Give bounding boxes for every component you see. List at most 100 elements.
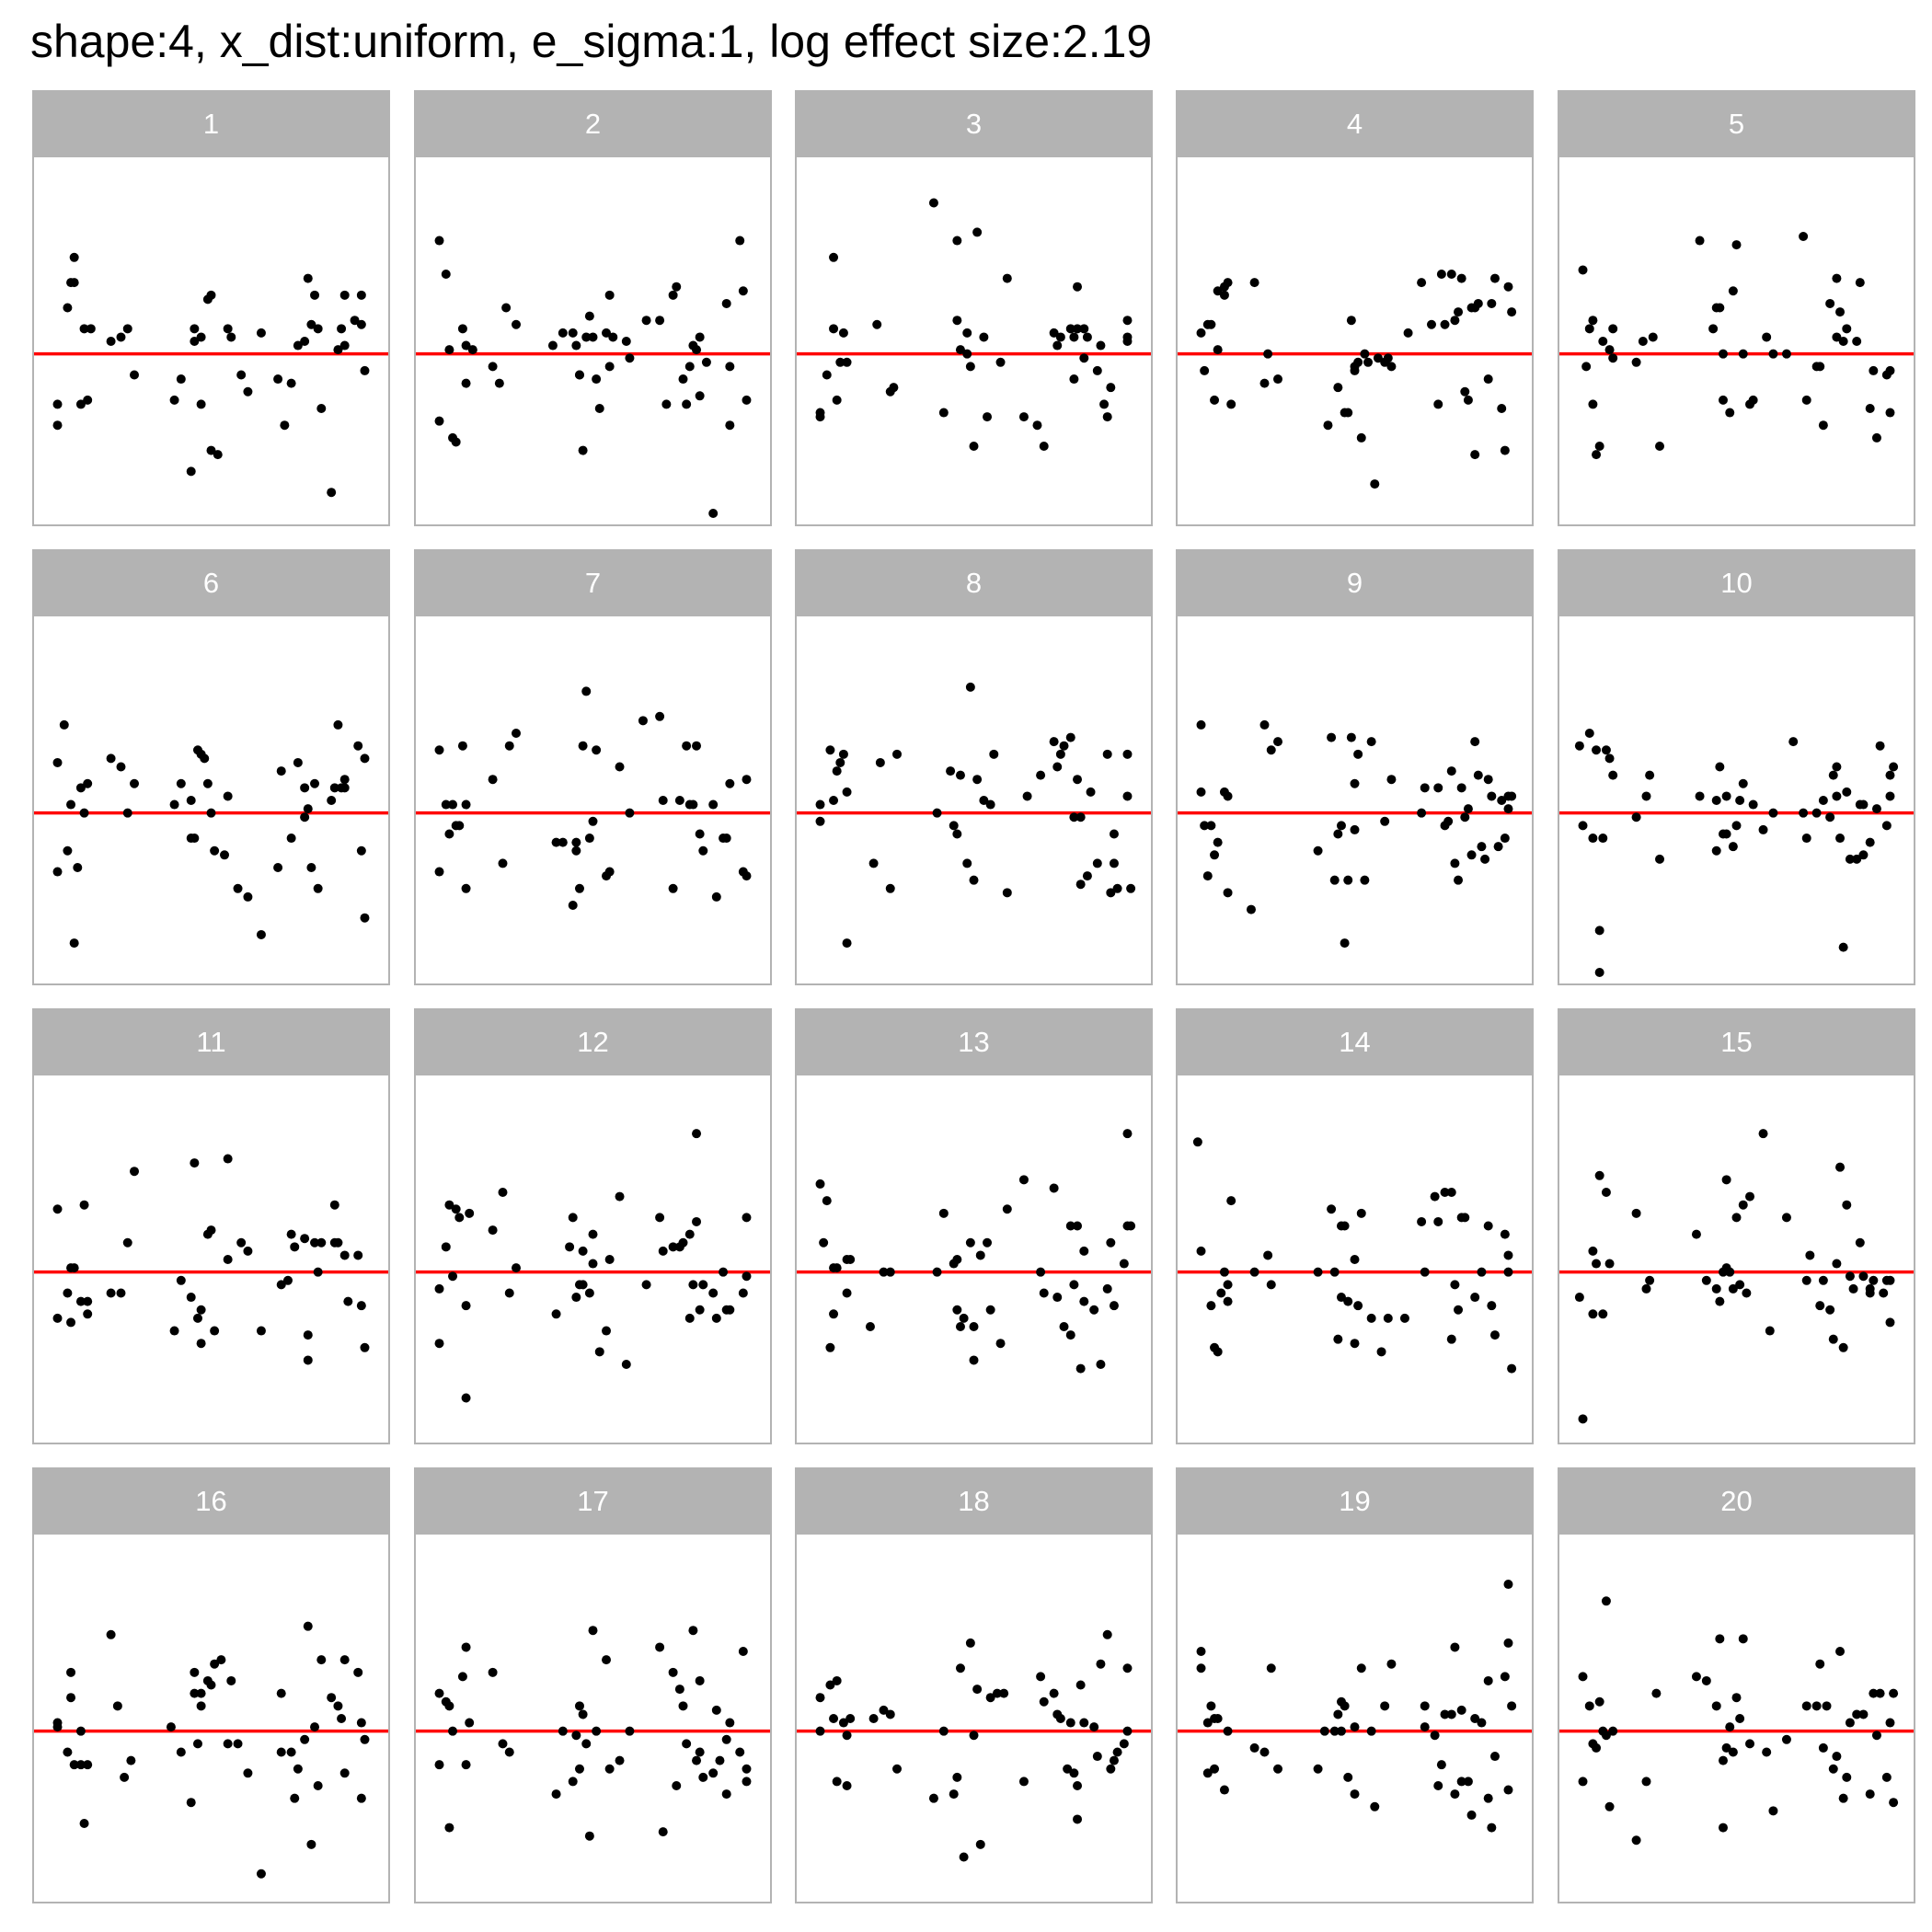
data-point	[1456, 783, 1466, 793]
data-point	[688, 1280, 698, 1290]
data-point	[1487, 1823, 1497, 1833]
data-point	[742, 1777, 752, 1787]
data-point	[1223, 1726, 1233, 1736]
data-point	[822, 1196, 832, 1206]
data-point	[333, 345, 343, 355]
data-point	[1356, 1208, 1366, 1218]
data-point	[658, 1246, 668, 1256]
data-point	[832, 1263, 842, 1273]
data-point	[835, 357, 845, 367]
data-point	[1507, 307, 1517, 317]
facet-panel: 8	[795, 549, 1153, 985]
data-point	[52, 1722, 63, 1732]
facet-strip	[795, 1008, 1153, 1075]
data-point	[1246, 904, 1256, 914]
data-point	[1196, 1246, 1206, 1256]
data-point	[300, 337, 310, 346]
data-point	[1106, 1764, 1116, 1774]
data-point	[1608, 324, 1618, 334]
data-point	[1758, 1129, 1768, 1139]
data-point	[333, 719, 343, 730]
data-point	[972, 227, 983, 237]
data-point	[1249, 1267, 1259, 1277]
data-point	[1651, 1688, 1662, 1698]
data-point	[551, 837, 561, 847]
data-point	[962, 349, 972, 359]
data-point	[280, 420, 290, 431]
data-point	[1366, 1726, 1376, 1736]
data-point	[1493, 842, 1503, 852]
data-point	[467, 345, 477, 355]
data-point	[106, 337, 116, 346]
data-point	[256, 328, 266, 338]
data-point	[1213, 1347, 1223, 1357]
data-point	[1350, 778, 1360, 788]
data-point	[1745, 1739, 1755, 1749]
data-point	[1655, 854, 1665, 864]
data-point	[303, 1330, 313, 1340]
data-point	[300, 812, 310, 822]
data-point	[604, 1255, 615, 1264]
data-point	[223, 791, 233, 801]
data-point	[1507, 791, 1517, 801]
panel-border	[414, 615, 772, 985]
data-point	[1718, 1755, 1728, 1765]
data-point	[1765, 1326, 1775, 1336]
data-point	[1608, 353, 1618, 363]
data-point	[592, 374, 602, 385]
data-point	[1336, 821, 1346, 831]
data-point	[1715, 1296, 1725, 1306]
data-point	[1210, 850, 1220, 860]
data-point	[206, 1225, 216, 1236]
data-point	[1440, 1709, 1450, 1719]
data-point	[1350, 1722, 1360, 1732]
data-point	[1885, 770, 1895, 780]
data-point	[286, 834, 296, 844]
data-point	[1503, 1267, 1513, 1277]
data-point	[1079, 1246, 1089, 1256]
facet-strip	[1176, 1008, 1534, 1075]
data-point	[842, 1731, 852, 1741]
data-point	[303, 273, 313, 283]
data-point	[223, 324, 233, 334]
facet-label: 15	[1720, 1026, 1752, 1058]
data-point	[655, 1213, 665, 1223]
data-point	[1460, 1213, 1470, 1223]
data-point	[588, 332, 598, 342]
data-point	[461, 1301, 471, 1311]
data-point	[1073, 282, 1083, 292]
data-point	[327, 796, 337, 805]
data-point	[353, 1667, 363, 1677]
data-point	[594, 403, 604, 413]
data-point	[1715, 762, 1725, 772]
data-point	[695, 829, 705, 839]
data-point	[454, 1213, 465, 1223]
data-point	[1762, 1747, 1772, 1757]
data-point	[1102, 749, 1112, 759]
data-point	[1079, 1296, 1089, 1306]
data-point	[668, 290, 678, 300]
data-point	[1049, 737, 1059, 747]
facet-label: 4	[1347, 108, 1363, 140]
data-point	[972, 775, 983, 785]
data-point	[186, 1798, 196, 1808]
data-point	[1333, 1709, 1343, 1719]
data-point	[1018, 1175, 1029, 1185]
data-point	[1417, 1216, 1427, 1226]
data-point	[190, 834, 200, 844]
data-point	[1323, 420, 1333, 431]
data-point	[1350, 1789, 1360, 1800]
data-point	[588, 816, 598, 826]
data-point	[1588, 399, 1598, 409]
data-point	[568, 1777, 578, 1787]
data-point	[1875, 741, 1885, 751]
data-point	[1196, 787, 1206, 797]
panel-border	[414, 1533, 772, 1903]
data-point	[1196, 1663, 1206, 1673]
facet-strip	[795, 1467, 1153, 1534]
data-point	[1735, 796, 1745, 805]
data-point	[494, 378, 504, 388]
data-point	[1112, 883, 1122, 893]
data-point	[1477, 1718, 1487, 1728]
data-point	[122, 324, 132, 334]
